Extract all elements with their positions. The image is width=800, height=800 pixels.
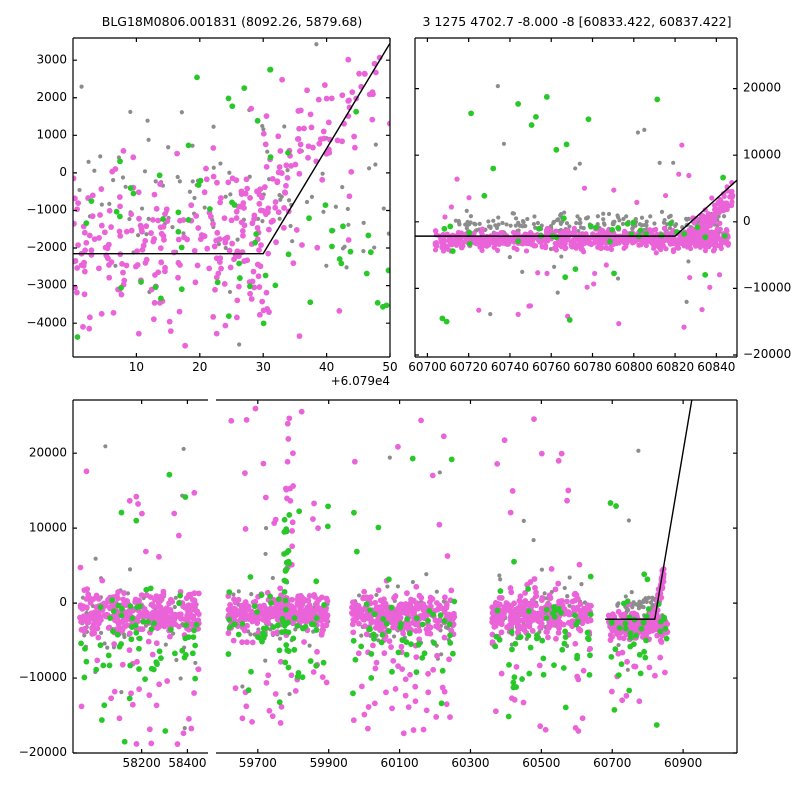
x-axis-offset-label: +6.079e4 — [330, 374, 390, 388]
